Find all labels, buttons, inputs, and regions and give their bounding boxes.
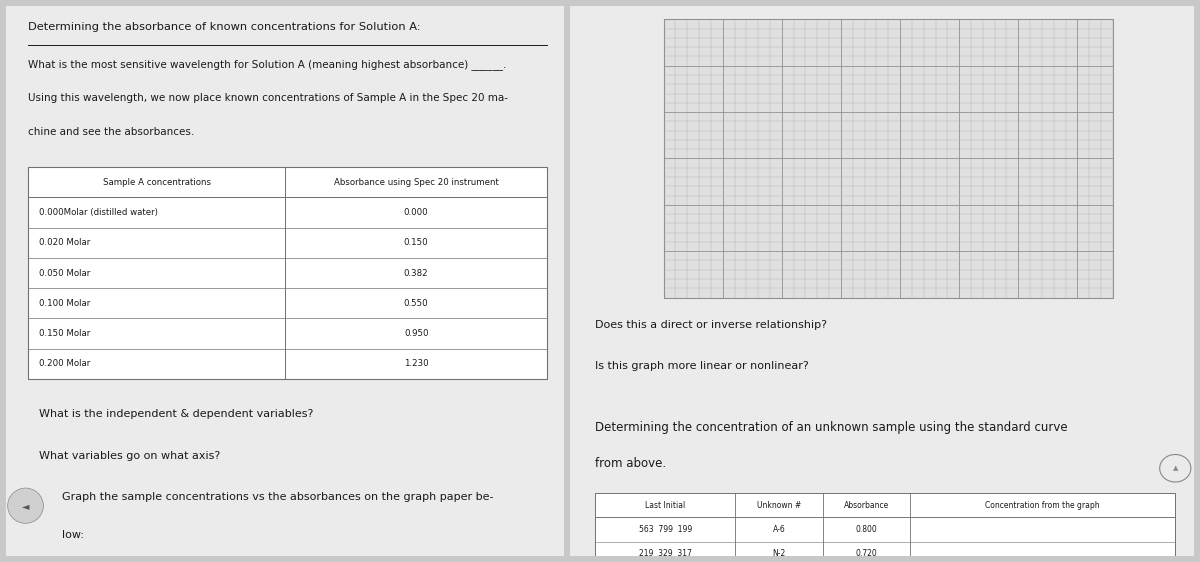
Text: 0.020 Molar: 0.020 Molar	[40, 238, 91, 247]
Text: 0.950: 0.950	[404, 329, 428, 338]
Text: 0.000: 0.000	[404, 208, 428, 217]
Text: low:: low:	[62, 531, 84, 541]
Text: Using this wavelength, we now place known concentrations of Sample A in the Spec: Using this wavelength, we now place know…	[29, 93, 509, 103]
Text: Absorbance using Spec 20 instrument: Absorbance using Spec 20 instrument	[334, 178, 498, 187]
Text: 0.382: 0.382	[404, 269, 428, 278]
Text: from above.: from above.	[595, 457, 666, 470]
Text: 1.230: 1.230	[404, 359, 428, 368]
Text: Determining the concentration of an unknown sample using the standard curve: Determining the concentration of an unkn…	[595, 422, 1068, 434]
Text: 0.100 Molar: 0.100 Molar	[40, 299, 91, 308]
Text: Unknown #: Unknown #	[757, 501, 802, 510]
Text: ▲: ▲	[1172, 465, 1178, 472]
Text: Is this graph more linear or nonlinear?: Is this graph more linear or nonlinear?	[595, 361, 809, 371]
Text: 0.150: 0.150	[404, 238, 428, 247]
Text: 0.720: 0.720	[856, 549, 877, 558]
Text: Sample A concentrations: Sample A concentrations	[103, 178, 211, 187]
Text: Concentration from the graph: Concentration from the graph	[985, 501, 1100, 510]
Bar	[664, 20, 1112, 297]
Text: 0.200 Molar: 0.200 Molar	[40, 359, 91, 368]
Text: Does this a direct or inverse relationship?: Does this a direct or inverse relationsh…	[595, 320, 827, 329]
Bar	[595, 493, 1175, 562]
Text: 219  329  317: 219 329 317	[638, 549, 691, 558]
Text: Graph the sample concentrations vs the absorbances on the graph paper be-: Graph the sample concentrations vs the a…	[62, 492, 493, 502]
Text: Absorbance: Absorbance	[844, 501, 889, 510]
Circle shape	[7, 488, 43, 523]
Text: What is the most sensitive wavelength for Solution A (meaning highest absorbance: What is the most sensitive wavelength fo…	[29, 59, 506, 70]
Text: What is the independent & dependent variables?: What is the independent & dependent vari…	[40, 409, 314, 419]
Text: A-6: A-6	[773, 525, 786, 534]
Bar	[29, 167, 547, 379]
Text: chine and see the absorbances.: chine and see the absorbances.	[29, 128, 194, 137]
Text: N-2: N-2	[773, 549, 786, 558]
Text: 563  799  199: 563 799 199	[638, 525, 691, 534]
Text: 0.550: 0.550	[404, 299, 428, 308]
Text: Last Initial: Last Initial	[646, 501, 685, 510]
Text: ◄: ◄	[22, 501, 29, 511]
Text: What variables go on what axis?: What variables go on what axis?	[40, 451, 221, 461]
Text: 0.000Molar (distilled water): 0.000Molar (distilled water)	[40, 208, 158, 217]
Text: Determining the absorbance of known concentrations for Solution A:: Determining the absorbance of known conc…	[29, 22, 421, 32]
Text: 0.800: 0.800	[856, 525, 877, 534]
Text: 0.050 Molar: 0.050 Molar	[40, 269, 91, 278]
Text: 0.150 Molar: 0.150 Molar	[40, 329, 91, 338]
